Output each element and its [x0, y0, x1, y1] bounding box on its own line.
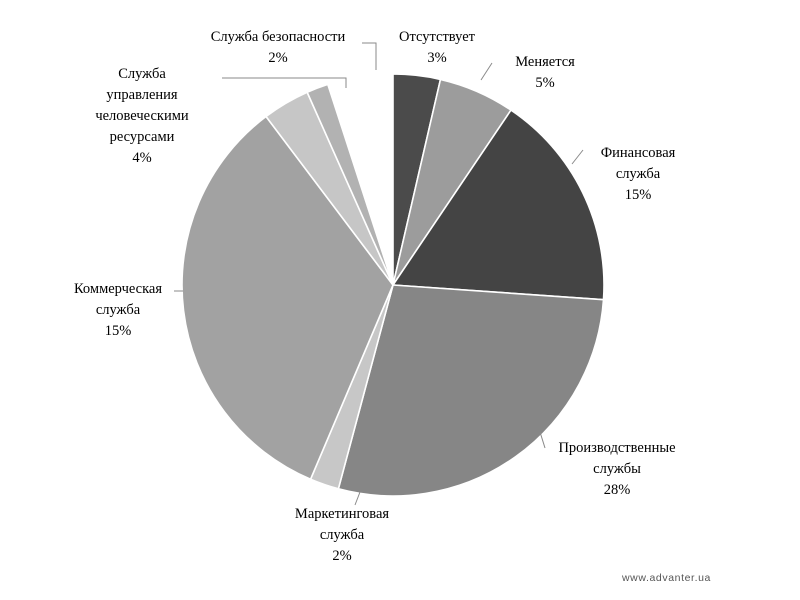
slice-label-line: служба — [96, 302, 141, 318]
slice-label: Служба управления человеческими ресурсами 4% — [95, 66, 189, 166]
slice-label-line: Меняется — [515, 54, 575, 70]
pie-slice — [392, 109, 605, 301]
pie-slices — [181, 73, 605, 497]
slice-percent: 28% — [604, 482, 631, 498]
slice-percent: 2% — [332, 548, 351, 564]
slice-label-line: ресурсами — [110, 129, 175, 145]
leader-line — [354, 491, 361, 506]
slice-label-line: службы — [593, 461, 641, 477]
slice-percent: 2% — [268, 50, 287, 66]
slice-label: Отсутствует 3% — [399, 29, 476, 66]
slice-percent: 5% — [535, 75, 554, 91]
slice-percent: 4% — [132, 150, 151, 166]
slice-label-line: Производственные — [558, 440, 675, 456]
slice-label-line: управления — [106, 87, 178, 103]
leader-line — [539, 431, 546, 449]
leader-line — [222, 77, 347, 88]
slice-label: Маркетинговая служба 2% — [295, 506, 389, 564]
pie-slice — [306, 83, 394, 286]
slice-label-line: Отсутствует — [399, 29, 476, 45]
slice-label: Коммерческая служба 15% — [74, 281, 162, 339]
slice-label-line: Служба — [118, 66, 166, 82]
slice-labels: Отсутствует 3% Меняется 5% Финансовая служба 1… — [74, 29, 676, 564]
slice-label-line: служба — [616, 166, 661, 182]
slice-label-line: Финансовая — [601, 145, 676, 161]
slice-label-line: Коммерческая — [74, 281, 162, 297]
slice-percent: 15% — [625, 187, 652, 203]
slice-label-line: Служба безопасности — [211, 29, 346, 45]
pie-slice — [181, 115, 394, 481]
slice-label-line: Маркетинговая — [295, 506, 389, 522]
slice-label-line: человеческими — [95, 108, 189, 124]
slice-label: Меняется 5% — [515, 54, 575, 91]
slice-label: Финансовая служба 15% — [601, 145, 676, 203]
slice-percent: 15% — [105, 323, 132, 339]
leader-lines — [174, 42, 584, 506]
slice-percent: 3% — [427, 50, 446, 66]
slice-label: Производственные службы 28% — [558, 440, 675, 498]
leader-line — [571, 149, 584, 165]
slice-label: Служба безопасности 2% — [211, 29, 346, 66]
watermark: www.advanter.ua — [621, 572, 711, 584]
pie-slice — [337, 284, 605, 497]
leader-line — [362, 42, 377, 70]
slice-label-line: служба — [320, 527, 365, 543]
leader-line — [480, 62, 493, 81]
